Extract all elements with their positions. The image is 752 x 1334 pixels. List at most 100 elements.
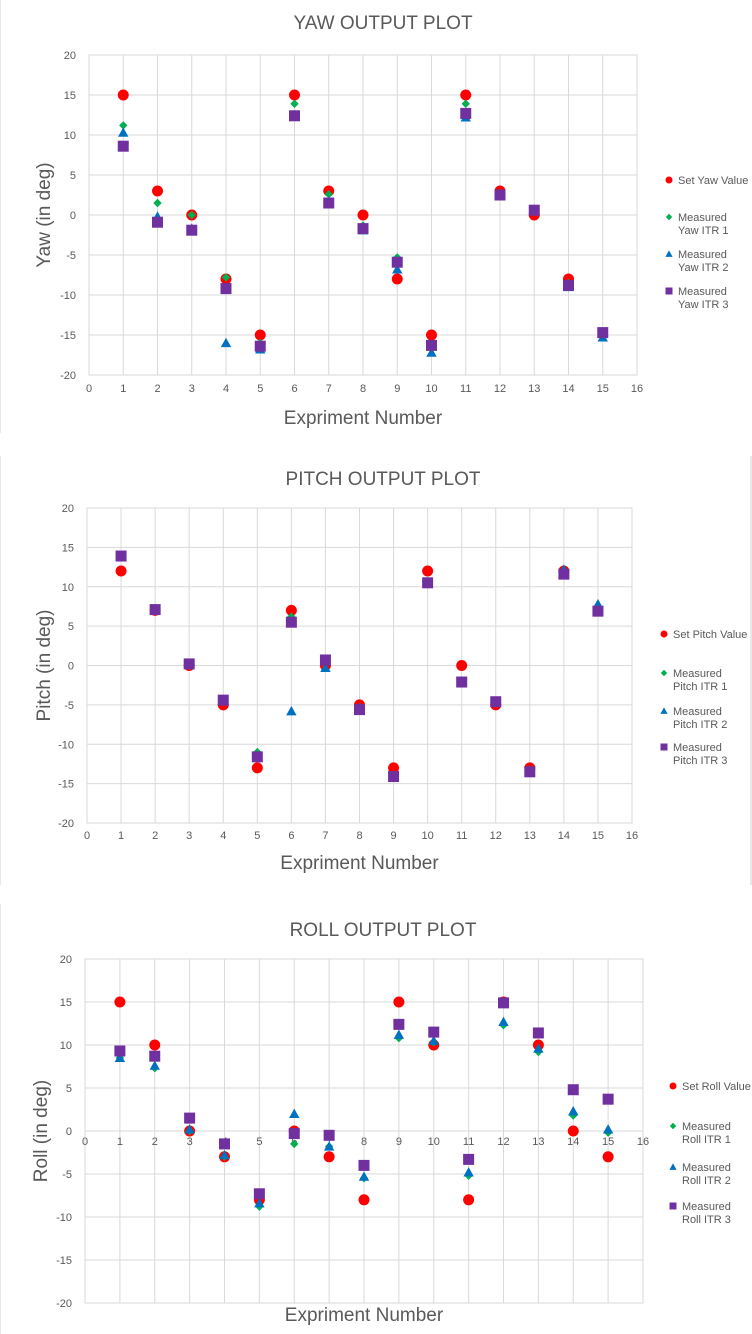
data-point <box>152 216 163 228</box>
pitch-chart-panel: PITCH OUTPUT PLOT 20 15 10 5 0 -5 -10 -15 -20 0 1 2… <box>0 448 752 888</box>
legend-label: Roll ITR 3 <box>682 1214 731 1226</box>
y-tick-label: -20 <box>58 818 74 830</box>
gridlines <box>84 958 644 1304</box>
data-point <box>602 1151 614 1163</box>
data-point <box>532 1027 544 1039</box>
x-tick-label: 4 <box>220 830 226 842</box>
data-point <box>563 279 574 291</box>
legend-label: Yaw ITR 1 <box>678 225 729 237</box>
data-point <box>388 771 400 783</box>
data-point <box>568 1106 579 1116</box>
x-tick-label: 5 <box>257 383 263 395</box>
y-tick-label: 15 <box>62 542 74 554</box>
data-point <box>354 704 365 716</box>
data-point <box>217 694 229 706</box>
data-point <box>426 339 437 351</box>
y-axis-title: Roll (in deg) <box>31 1080 52 1182</box>
legend-label: Measured <box>682 1162 731 1174</box>
y-tick-label: -20 <box>60 370 76 382</box>
x-tick-label: 2 <box>152 830 158 842</box>
x-tick-label: 6 <box>291 383 297 395</box>
legend-item: Set Pitch Value <box>660 629 747 641</box>
y-tick-label: 20 <box>62 503 74 515</box>
y-tick-label: -20 <box>56 1298 72 1310</box>
legend-label: Set Roll Value <box>682 1081 751 1093</box>
x-tick-label: 13 <box>524 830 536 842</box>
data-point <box>285 616 297 628</box>
chart-title: ROLL OUTPUT PLOT <box>290 920 477 941</box>
legend-label: Measured <box>673 668 722 680</box>
x-tick-label: 4 <box>223 383 229 395</box>
legend-label: Measured <box>673 706 722 718</box>
data-point <box>187 210 196 220</box>
data-point <box>428 1035 439 1045</box>
x-tick-label: 0 <box>82 1136 88 1148</box>
y-tick-label: 5 <box>66 1083 72 1095</box>
data-point <box>456 660 468 671</box>
y-tick-label: -15 <box>60 330 76 342</box>
data-point <box>357 209 369 221</box>
legend-marker <box>665 176 673 184</box>
legend-item: Set Yaw Value <box>665 175 748 187</box>
legend-marker <box>660 707 668 714</box>
legend-label: Measured <box>673 742 722 754</box>
y-tick-label: -15 <box>58 779 74 791</box>
roll-chart-panel: ROLL OUTPUT PLOT 20 15 10 5 0 -5 -10 -15 -20 0 1 2 3… <box>0 896 752 1334</box>
data-point <box>463 1167 474 1177</box>
series-3 <box>114 1016 614 1208</box>
legend-label: Set Pitch Value <box>673 629 747 641</box>
data-point <box>422 577 434 589</box>
data-point <box>115 550 127 562</box>
y-tick-label: 5 <box>70 170 76 182</box>
x-tick-label: 5 <box>256 1136 262 1148</box>
x-tick-label: 12 <box>497 1136 509 1148</box>
data-point <box>323 1141 335 1151</box>
x-tick-label: 2 <box>152 1136 158 1148</box>
x-axis-title: Expriment Number <box>284 408 443 429</box>
legend-marker <box>669 1082 677 1090</box>
x-tick-label: 15 <box>602 1136 614 1148</box>
x-tick-label: 2 <box>154 383 160 395</box>
y-axis-title: Yaw (in deg) <box>34 162 55 267</box>
y-tick-label: 5 <box>68 621 74 633</box>
data-point <box>567 1084 579 1096</box>
legend-marker <box>669 1122 677 1130</box>
legend-label: Set Yaw Value <box>678 175 748 187</box>
x-tick-label: 11 <box>456 830 467 842</box>
y-tick-label: 15 <box>60 997 72 1009</box>
data-point <box>118 127 129 137</box>
chart-title: YAW OUTPUT PLOT <box>293 13 473 34</box>
y-tick-label: 20 <box>60 954 72 966</box>
data-point <box>149 1060 160 1070</box>
data-point <box>254 340 266 352</box>
data-point <box>426 347 437 357</box>
data-point <box>323 197 335 209</box>
x-tick-label: 16 <box>637 1136 649 1148</box>
x-tick-label: 14 <box>558 830 570 842</box>
data-point <box>426 329 437 341</box>
x-tick-label: 14 <box>567 1136 579 1148</box>
data-point <box>219 1138 230 1150</box>
y-tick-label: 10 <box>62 582 74 594</box>
x-tick-label: 15 <box>597 383 609 395</box>
data-point <box>184 1112 196 1124</box>
x-tick-label: 14 <box>562 383 574 395</box>
data-point <box>254 1198 265 1208</box>
data-point <box>186 224 198 236</box>
data-point <box>285 604 297 616</box>
y-tick-label: 10 <box>64 130 76 142</box>
chart-title: PITCH OUTPUT PLOT <box>286 469 481 490</box>
y-tick-label: -5 <box>64 700 74 712</box>
x-tick-label: 3 <box>186 830 192 842</box>
legend-marker <box>665 213 673 221</box>
series-4 <box>115 550 604 783</box>
legend-marker <box>669 1202 677 1210</box>
data-point <box>253 1188 265 1200</box>
